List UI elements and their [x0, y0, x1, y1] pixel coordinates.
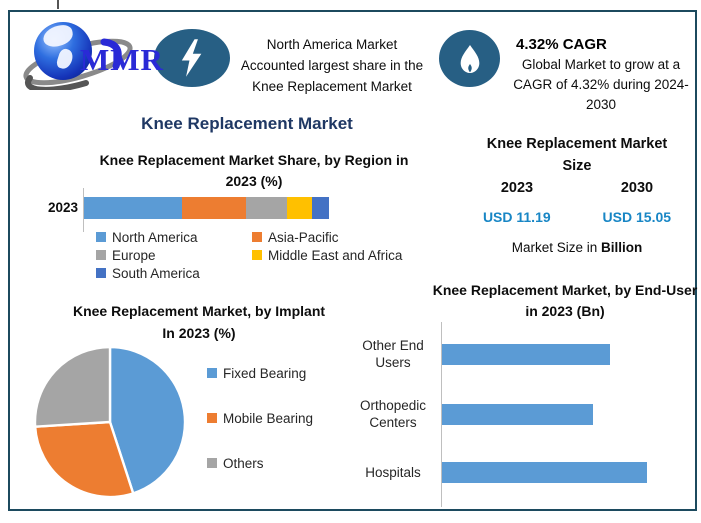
logo-swoosh-front-icon — [25, 38, 122, 90]
region-chart-title: Knee Replacement Market Share, by Region… — [84, 150, 424, 192]
pie-slice — [108, 345, 187, 495]
text-line: Knee Replacement Market Share, by Region… — [99, 152, 409, 168]
text-line: Knee Replacement Market — [486, 136, 668, 152]
enduser-category-label: Hospitals — [349, 464, 437, 481]
market-size-year-2030: 2030 — [620, 180, 654, 196]
cagr-badge — [439, 30, 500, 87]
market-size-value-2030: USD 15.05 — [602, 209, 672, 225]
cagr-text-block: 4.32% CAGR Global Market to grow at a CAG… — [502, 34, 700, 115]
infographic-panel: MMR North America Market Accounted larges… — [8, 10, 697, 511]
text-line: Size — [562, 158, 592, 174]
text-line: Accounted largest share in the — [240, 58, 424, 73]
region-bar-segment — [84, 197, 182, 219]
market-size-values: USD 11.19 USD 15.05 — [457, 209, 697, 225]
legend-label: North America — [112, 229, 198, 245]
page-title: Knee Replacement Market — [141, 114, 353, 133]
market-size-value-2023: USD 11.19 — [482, 209, 551, 225]
flame-icon — [460, 44, 479, 73]
region-chart-axis — [83, 188, 84, 232]
legend-swatch-icon — [252, 232, 262, 242]
enduser-chart-row: Orthopedic Centers — [349, 392, 695, 436]
region-bar-segment — [245, 197, 288, 219]
north-america-highlight-text: North America Market Accounted largest sh… — [224, 34, 440, 97]
region-bar-segment — [182, 197, 246, 219]
implant-chart-legend: Fixed Bearing Mobile Bearing Others — [207, 364, 313, 472]
market-size-footnote: Market Size in Billion — [457, 240, 697, 255]
text-line: Knee Replacement Market, by End-User — [432, 282, 698, 298]
legend-swatch-icon — [96, 268, 106, 278]
enduser-bar — [442, 461, 647, 483]
legend-label: Asia-Pacific — [268, 229, 339, 245]
text-line: Users — [375, 355, 411, 370]
text-line: 2023 (%) — [225, 173, 283, 189]
text-line: Global Market to grow at a — [521, 57, 681, 72]
enduser-bar — [442, 343, 610, 365]
legend-label: Mobile Bearing — [223, 410, 314, 426]
cagr-heading: 4.32% CAGR — [516, 36, 607, 53]
text-line: 2030 — [585, 97, 617, 112]
text-line: North America Market — [266, 37, 398, 52]
enduser-category-label: Other End Users — [349, 337, 437, 371]
legend-item: South America — [96, 264, 252, 282]
enduser-chart-axis — [441, 322, 442, 507]
legend-item: Asia-Pacific — [252, 228, 402, 246]
legend-item: Others — [207, 454, 313, 472]
text-line: Other End — [362, 338, 424, 353]
legend-label: Europe — [112, 247, 156, 263]
mmr-logo: MMR — [23, 18, 164, 92]
legend-swatch-icon — [96, 232, 106, 242]
text-line: CAGR of 4.32% during 2024- — [513, 77, 689, 92]
text-line: Knee Replacement Market, by Implant — [72, 303, 326, 319]
enduser-chart-row: Other End Users — [349, 332, 695, 376]
market-size-footnote-text: Market Size in — [511, 240, 602, 255]
lightning-icon — [181, 39, 202, 77]
enduser-category-label: Orthopedic Centers — [349, 397, 437, 431]
text-line: Hospitals — [365, 464, 421, 480]
pie-slice — [33, 420, 135, 499]
text-line: Orthopedic — [359, 398, 427, 413]
region-chart-legend: North America Asia-Pacific Europe Middle Ea… — [96, 228, 402, 282]
legend-item: Fixed Bearing — [207, 364, 313, 382]
legend-label: Others — [223, 455, 264, 471]
implant-chart-title: Knee Replacement Market, by Implant In 20… — [69, 300, 329, 344]
crop-tick-mark — [57, 0, 59, 9]
market-size-footnote-unit: Billion — [601, 240, 643, 255]
enduser-chart-row: Hospitals — [349, 450, 695, 494]
region-bar-segment — [287, 197, 312, 219]
legend-item: Middle East and Africa — [252, 246, 402, 264]
legend-swatch-icon — [252, 250, 262, 260]
legend-swatch-icon — [207, 458, 217, 468]
pie-slice — [33, 345, 112, 428]
legend-item: North America — [96, 228, 252, 246]
logo-text: MMR — [80, 42, 164, 77]
legend-label: South America — [112, 265, 200, 281]
region-bar-segment — [311, 197, 329, 219]
legend-swatch-icon — [207, 368, 217, 378]
cagr-body-text: Global Market to grow at a CAGR of 4.32% … — [502, 55, 700, 115]
globe-icon — [34, 22, 92, 80]
legend-swatch-icon — [96, 250, 106, 260]
text-line: Centers — [369, 415, 417, 430]
implant-pie-chart — [33, 345, 187, 499]
market-size-title: Knee Replacement Market Size — [457, 133, 697, 177]
text-line: in 2023 (Bn) — [525, 303, 605, 319]
lightning-badge — [154, 29, 230, 87]
region-chart-category-label: 2023 — [47, 200, 78, 215]
market-size-years: 2023 2030 — [457, 180, 697, 196]
legend-item: Mobile Bearing — [207, 409, 313, 427]
text-line: Knee Replacement Market — [252, 79, 412, 94]
legend-swatch-icon — [207, 413, 217, 423]
region-stacked-bar — [84, 197, 329, 219]
legend-item: Europe — [96, 246, 252, 264]
legend-label: Fixed Bearing — [223, 365, 307, 381]
enduser-chart-title: Knee Replacement Market, by End-User in 2… — [420, 280, 701, 322]
text-line: In 2023 (%) — [162, 325, 236, 341]
enduser-bar — [442, 403, 593, 425]
market-size-year-2023: 2023 — [500, 180, 534, 196]
legend-label: Middle East and Africa — [268, 247, 403, 263]
